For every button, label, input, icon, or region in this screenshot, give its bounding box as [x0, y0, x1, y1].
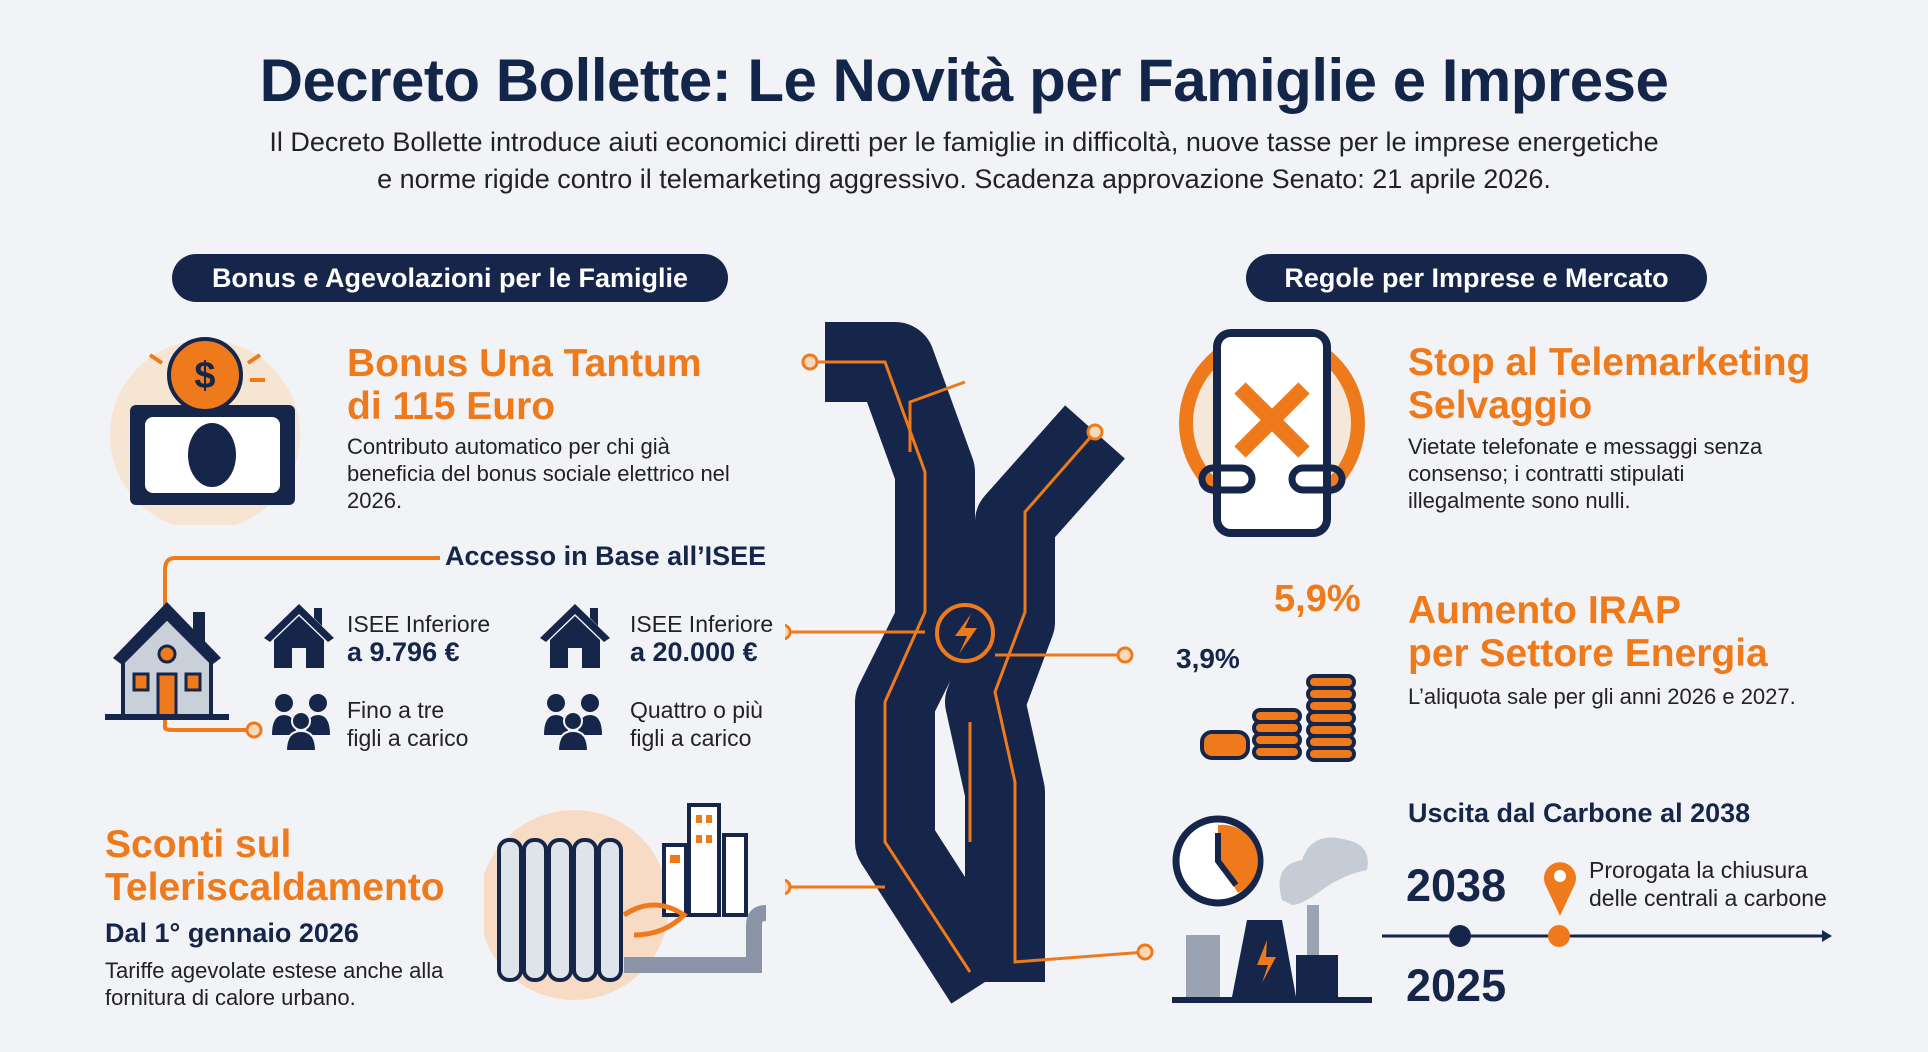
bonus-title: Bonus Una Tantum di 115 Euro: [347, 342, 702, 428]
isee-item: Quattro o più figli a carico: [630, 696, 763, 752]
telemarketing-title-line: Selvaggio: [1408, 384, 1593, 427]
coal-year-old: 2025: [1406, 960, 1507, 1011]
irap-old-rate: 3,9%: [1176, 643, 1240, 674]
telemarketing-title: Stop al Telemarketing Selvaggio: [1408, 341, 1810, 427]
isee-item-label: Fino a tre: [347, 697, 445, 723]
house-icon: [264, 604, 334, 668]
bonus-title-line: di 115 Euro: [347, 385, 556, 428]
irap-description: L’aliquota sale per gli anni 2026 e 2027…: [1408, 684, 1796, 709]
telemarketing-description: Vietate telefonate e messaggi senza conse…: [1408, 433, 1762, 514]
isee-item-value: a 20.000 €: [630, 637, 758, 667]
bonus-title-line: Bonus Una Tantum: [347, 342, 702, 385]
isee-item-label: Quattro o più: [630, 697, 763, 723]
family-icon: [544, 694, 602, 751]
isee-item-label: figli a carico: [347, 725, 469, 751]
svg-text:$: $: [194, 355, 215, 397]
desc-line: illegalmente sono nulli.: [1408, 488, 1631, 513]
radiator-icon: [484, 803, 767, 1000]
desc-line: Contributo automatico per chi già: [347, 434, 670, 459]
isee-item-label: ISEE Inferiore: [347, 611, 491, 637]
desc-line: Vietate telefonate e messaggi senza: [1408, 434, 1763, 459]
coal-note-line: delle centrali a carbone: [1589, 885, 1827, 911]
house-icon: [105, 602, 229, 720]
irap-title-line: Aumento IRAP: [1408, 589, 1681, 632]
heating-title: Sconti sul Teleriscaldamento: [105, 823, 445, 909]
coal-note-line: Prorogata la chiusura: [1589, 857, 1808, 883]
heating-title-line: Teleriscaldamento: [105, 866, 445, 909]
desc-line: Tariffe agevolate estese anche alla: [105, 958, 444, 983]
circuit-x-graphic: [785, 322, 1154, 1004]
bonus-description: Contributo automatico per chi già benefic…: [347, 433, 730, 514]
desc-line: beneficia del bonus sociale elettrico ne…: [347, 461, 730, 486]
isee-item: Fino a tre figli a carico: [347, 696, 468, 752]
coal-title: Uscita dal Carbone al 2038: [1408, 798, 1751, 828]
power-plant-clock-icon: [1172, 815, 1372, 1003]
telemarketing-title-line: Stop al Telemarketing: [1408, 341, 1811, 384]
location-pin-icon: [1544, 862, 1576, 916]
house-icon: [540, 604, 610, 668]
subtitle-line: e norme rigide contro il telemarketing a…: [377, 164, 1551, 194]
coal-note: Prorogata la chiusura delle centrali a ca…: [1589, 856, 1827, 912]
subtitle-line: Il Decreto Bollette introduce aiuti econ…: [269, 127, 1659, 157]
irap-new-rate: 5,9%: [1274, 578, 1361, 620]
isee-item-label: figli a carico: [630, 725, 752, 751]
heating-date: Dal 1° gennaio 2026: [105, 918, 359, 948]
page-title: Decreto Bollette: Le Novità per Famiglie…: [259, 47, 1669, 114]
family-icon: [272, 694, 330, 751]
isee-item-label: ISEE Inferiore: [630, 611, 774, 637]
coin-stacks-icon: [1200, 674, 1356, 762]
heating-title-line: Sconti sul: [105, 823, 292, 866]
desc-line: fornitura di calore urbano.: [105, 985, 356, 1010]
cash-coin-icon: $: [110, 337, 300, 525]
isee-item: ISEE Inferiore a 9.796 €: [347, 610, 490, 667]
isee-title: Accesso in Base all’ISEE: [445, 541, 767, 571]
page-subtitle: Il Decreto Bollette introduce aiuti econ…: [0, 124, 1928, 198]
coal-year-new: 2038: [1406, 860, 1507, 911]
phone-blocked-icon: [1179, 329, 1365, 537]
irap-title-line: per Settore Energia: [1408, 632, 1768, 675]
desc-line: 2026.: [347, 488, 403, 513]
timeline-arrow: [1382, 925, 1832, 947]
irap-title: Aumento IRAP per Settore Energia: [1408, 589, 1768, 675]
isee-item: ISEE Inferiore a 20.000 €: [630, 610, 773, 667]
desc-line: consenso; i contratti stipulati: [1408, 461, 1685, 486]
business-section-label: Regole per Imprese e Mercato: [1246, 254, 1707, 302]
connector-line: [163, 556, 440, 739]
isee-item-value: a 9.796 €: [347, 637, 460, 667]
heating-description: Tariffe agevolate estese anche alla forni…: [105, 957, 443, 1011]
families-section-label: Bonus e Agevolazioni per le Famiglie: [172, 254, 728, 302]
